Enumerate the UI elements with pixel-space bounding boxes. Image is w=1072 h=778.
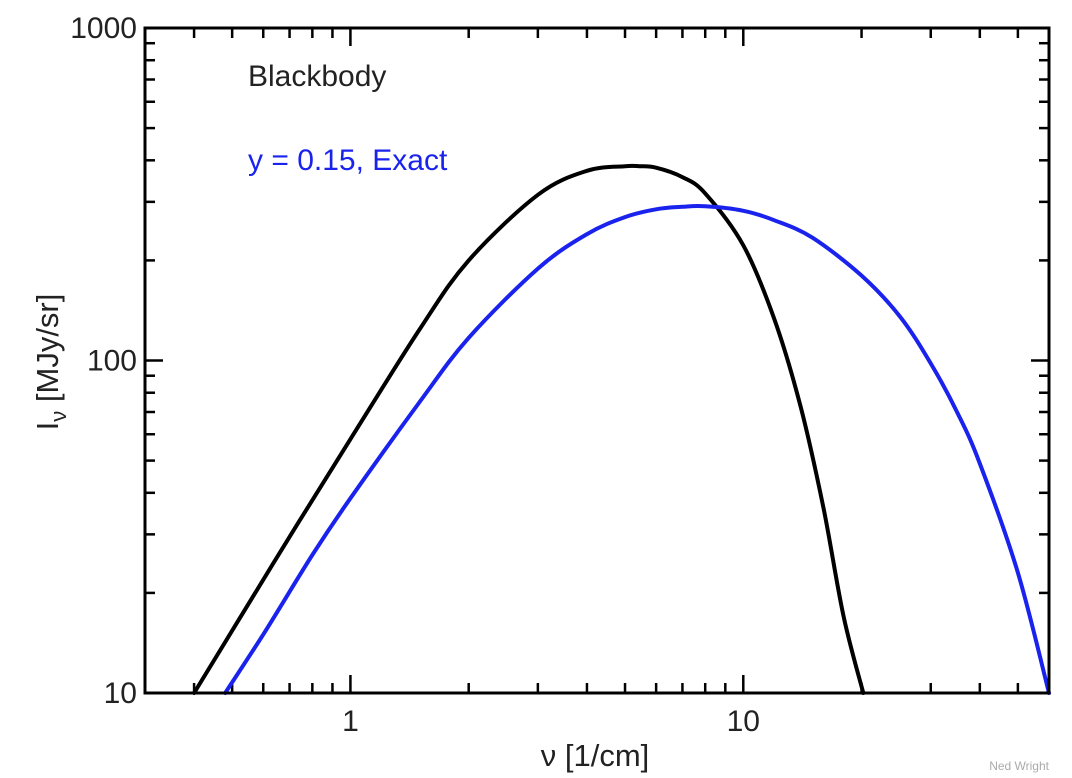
legend-label-blackbody: Blackbody xyxy=(248,60,386,93)
y-tick-label: 1000 xyxy=(70,12,137,45)
y-axis-title-symbol: I xyxy=(30,422,65,431)
y-tick-label: 10 xyxy=(104,677,137,710)
y-axis-title-unit: [MJy/sr] xyxy=(30,294,65,411)
axis-ticks xyxy=(143,26,1051,695)
x-axis-title: ν [1/cm] xyxy=(541,738,650,773)
x-tick-label: 1 xyxy=(342,705,359,738)
series-line-y-015-exact xyxy=(223,204,1051,695)
credit-text: Ned Wright xyxy=(989,759,1049,773)
x-tick-label: 10 xyxy=(727,705,760,738)
plot-frame xyxy=(143,26,1051,695)
legend-label-y-015-exact: y = 0.15, Exact xyxy=(248,144,448,177)
y-tick-label: 100 xyxy=(87,345,137,378)
series-lines xyxy=(192,163,1051,695)
tick-labels: 1 10 10 100 1000 xyxy=(70,12,760,738)
y-axis-title: Iν [MJy/sr] xyxy=(30,294,71,431)
y-axis-title-subscript: ν xyxy=(46,411,71,422)
series-line-blackbody xyxy=(192,163,866,695)
